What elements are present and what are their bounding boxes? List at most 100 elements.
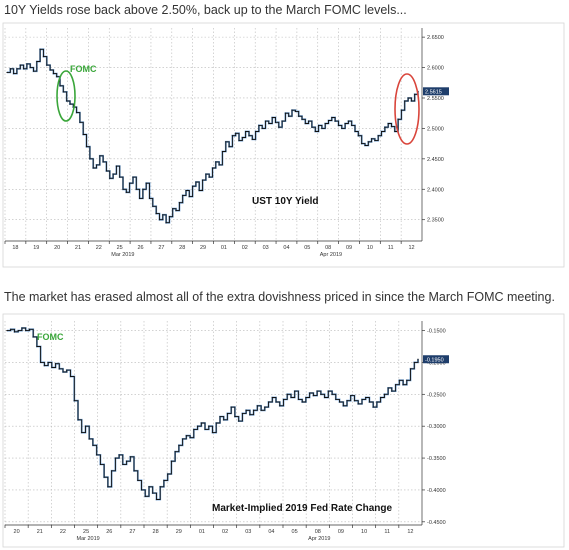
data-point xyxy=(95,164,98,166)
y-tick-label: -0.3500 xyxy=(427,456,446,462)
data-point xyxy=(69,375,72,378)
data-point xyxy=(387,387,389,389)
series-group xyxy=(6,48,419,224)
data-point xyxy=(125,191,127,193)
data-point xyxy=(144,495,146,497)
data-point xyxy=(417,358,419,360)
data-point xyxy=(402,384,404,386)
data-point xyxy=(323,396,326,399)
data-point xyxy=(414,93,416,95)
data-point xyxy=(145,182,147,184)
x-tick-label: 22 xyxy=(96,245,102,251)
data-point xyxy=(238,420,240,422)
data-point xyxy=(264,406,266,408)
data-point xyxy=(211,167,214,169)
y-tick-label: 2.5500 xyxy=(427,96,444,102)
axes: 2.6500 2.6000 2.5500 2.5000 2.4500 2.4000 2.35… xyxy=(4,28,449,258)
data-point xyxy=(28,328,31,330)
data-point xyxy=(301,401,303,403)
data-point xyxy=(122,188,124,190)
data-point xyxy=(62,91,64,93)
axes: -0.1500 -0.2000 -0.2500 -0.3000 -0.3500 -0.40… xyxy=(4,321,449,542)
data-point xyxy=(58,368,60,370)
data-point xyxy=(155,213,157,215)
y-tick-label: 2.6500 xyxy=(427,35,444,41)
data-point xyxy=(112,173,114,175)
data-point xyxy=(278,126,280,128)
data-point xyxy=(327,119,330,122)
data-point xyxy=(391,390,393,392)
data-point xyxy=(361,143,363,145)
data-point xyxy=(211,431,214,434)
x-tick-label: 25 xyxy=(117,245,123,251)
data-point xyxy=(178,444,180,446)
data-point xyxy=(225,141,227,143)
data-point xyxy=(331,116,333,119)
data-point xyxy=(274,121,277,123)
data-point xyxy=(361,398,363,401)
data-point xyxy=(284,112,287,114)
data-point xyxy=(367,141,369,143)
data-point xyxy=(79,121,81,123)
chart-title-label: UST 10Y Yield xyxy=(252,196,319,207)
data-point xyxy=(413,361,415,364)
x-tick-label: 20 xyxy=(54,245,60,251)
data-point xyxy=(338,401,341,403)
y-tick-label: 2.4000 xyxy=(427,187,444,193)
data-point xyxy=(397,118,399,120)
data-point xyxy=(89,158,91,160)
x-tick-label: 03 xyxy=(245,529,251,535)
data-point xyxy=(264,120,267,122)
data-point xyxy=(341,127,343,130)
series-highlight-line xyxy=(7,48,419,224)
data-point xyxy=(334,120,336,122)
data-point xyxy=(205,173,207,175)
x-tick-label: 29 xyxy=(200,245,206,251)
data-point xyxy=(109,177,111,179)
last-value-label: 2.5615 xyxy=(425,89,442,95)
data-point xyxy=(200,422,202,424)
data-point xyxy=(42,56,45,58)
fed-rate-change-chart: -0.1500 -0.2000 -0.2500 -0.3000 -0.3500 -0.40… xyxy=(2,313,565,548)
data-point xyxy=(132,176,134,178)
data-point xyxy=(142,188,144,190)
data-point xyxy=(304,122,306,125)
data-point xyxy=(288,115,290,117)
data-point xyxy=(294,390,296,392)
data-point xyxy=(46,64,48,66)
data-point xyxy=(196,425,199,427)
chart-caption-top: 10Y Yields rose back above 2.50%, back u… xyxy=(4,3,407,17)
data-point xyxy=(17,329,19,332)
data-point xyxy=(324,122,326,125)
fomc-highlight-circle xyxy=(56,70,76,122)
data-point xyxy=(258,124,260,126)
data-point xyxy=(267,401,270,403)
data-point xyxy=(317,124,320,126)
data-point xyxy=(10,328,12,330)
data-point xyxy=(84,425,87,427)
data-point xyxy=(96,454,98,456)
data-point xyxy=(314,130,316,133)
x-tick-label: 02 xyxy=(242,245,248,251)
data-point xyxy=(62,371,64,373)
data-point xyxy=(228,146,230,148)
data-point xyxy=(170,460,172,462)
x-tick-label: 19 xyxy=(33,245,39,251)
data-point xyxy=(312,394,314,397)
data-point xyxy=(162,214,164,216)
data-point xyxy=(383,393,385,395)
data-point xyxy=(311,126,313,128)
data-point xyxy=(167,473,169,475)
data-point xyxy=(56,76,58,78)
data-point xyxy=(54,363,57,365)
y-tick-label: 2.4500 xyxy=(427,157,444,163)
grid-lines xyxy=(4,321,422,525)
data-point xyxy=(234,416,236,418)
data-point xyxy=(219,416,221,418)
data-point xyxy=(230,406,232,408)
data-point xyxy=(275,401,277,403)
data-point xyxy=(291,109,293,111)
data-point xyxy=(138,197,141,199)
data-point xyxy=(398,379,400,381)
data-point xyxy=(6,71,8,74)
